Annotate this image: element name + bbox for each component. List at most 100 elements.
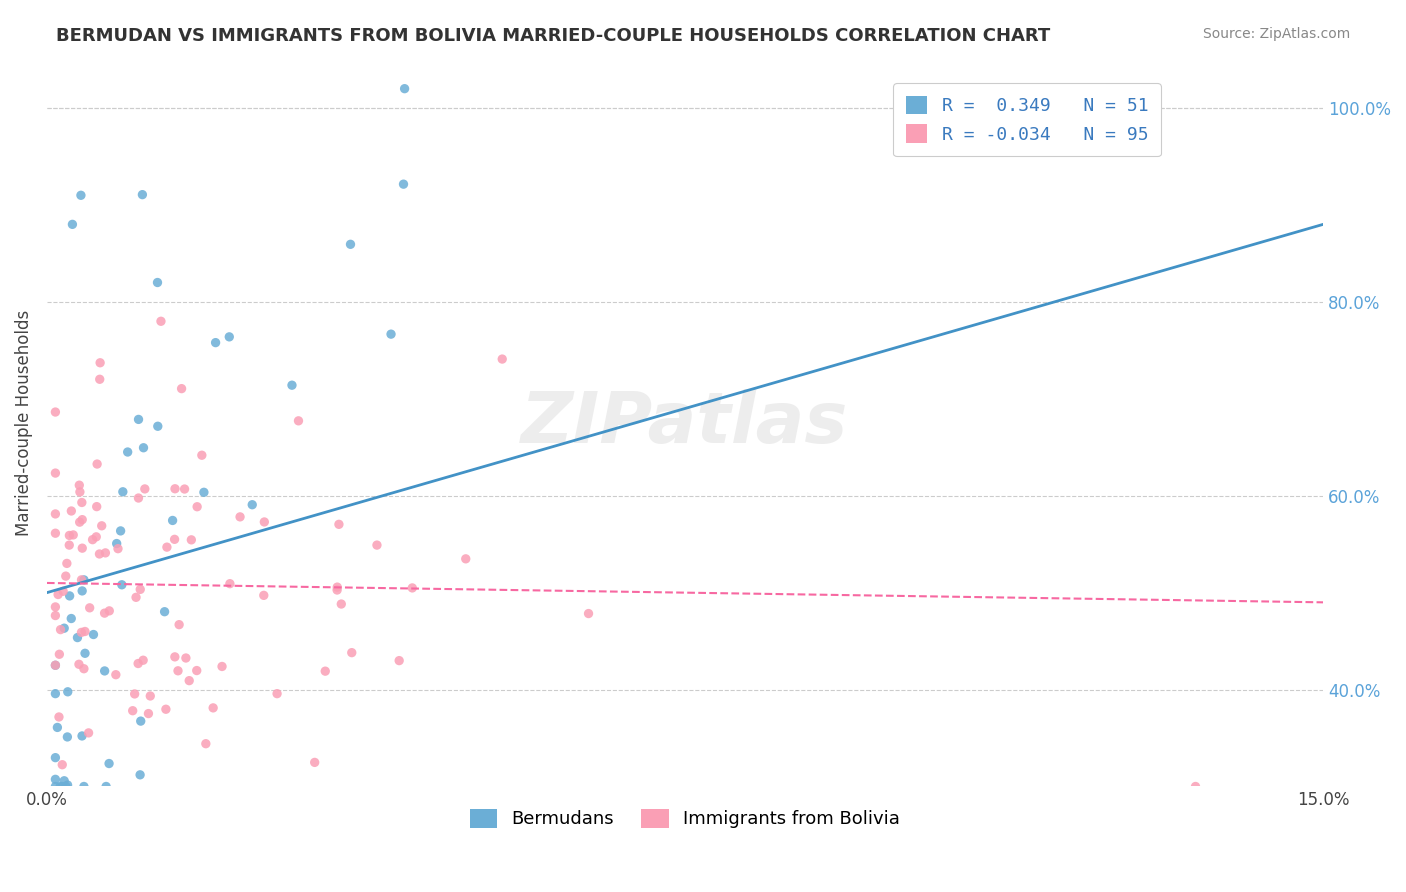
Point xyxy=(326,580,349,594)
Point xyxy=(67,657,90,672)
Point xyxy=(163,533,186,547)
Point xyxy=(86,457,108,471)
Point xyxy=(180,533,202,547)
Point xyxy=(44,526,66,541)
Point xyxy=(98,756,121,771)
Point xyxy=(70,729,93,743)
Point xyxy=(146,419,169,434)
Point xyxy=(127,491,149,505)
Point xyxy=(89,372,111,386)
Point xyxy=(56,557,79,571)
Point xyxy=(84,530,107,544)
Point xyxy=(56,778,79,792)
Point xyxy=(94,780,117,794)
Point xyxy=(129,582,152,597)
Point xyxy=(73,646,96,660)
Point xyxy=(392,177,415,191)
Point xyxy=(44,405,66,419)
Text: Source: ZipAtlas.com: Source: ZipAtlas.com xyxy=(1202,27,1350,41)
Point xyxy=(366,538,388,552)
Point xyxy=(58,528,80,542)
Point xyxy=(139,689,162,703)
Point xyxy=(66,631,89,645)
Point xyxy=(179,673,201,688)
Point xyxy=(77,726,100,740)
Point xyxy=(44,780,66,794)
Point xyxy=(304,756,326,770)
Point xyxy=(266,687,288,701)
Point xyxy=(56,730,79,744)
Point xyxy=(201,786,224,800)
Point xyxy=(49,623,72,637)
Point xyxy=(204,335,226,350)
Point xyxy=(167,617,190,632)
Point xyxy=(73,573,96,587)
Point xyxy=(132,653,155,667)
Point xyxy=(578,607,600,621)
Point xyxy=(167,664,190,678)
Point xyxy=(48,710,70,724)
Point xyxy=(328,517,350,532)
Point xyxy=(156,540,179,554)
Point xyxy=(46,721,69,735)
Point xyxy=(59,589,82,603)
Point xyxy=(90,518,112,533)
Point xyxy=(79,600,101,615)
Point xyxy=(240,498,263,512)
Point xyxy=(70,625,93,640)
Point xyxy=(149,314,172,328)
Point xyxy=(44,687,66,701)
Point xyxy=(60,611,83,625)
Point xyxy=(44,658,66,673)
Point xyxy=(155,702,177,716)
Point xyxy=(194,737,217,751)
Point xyxy=(44,608,66,623)
Point xyxy=(73,662,96,676)
Point xyxy=(121,704,143,718)
Point xyxy=(186,500,208,514)
Point xyxy=(138,706,160,721)
Point xyxy=(253,588,276,602)
Point xyxy=(89,547,111,561)
Point xyxy=(46,587,69,601)
Point xyxy=(58,538,80,552)
Point xyxy=(53,621,76,635)
Point xyxy=(56,685,79,699)
Point xyxy=(73,780,96,794)
Point xyxy=(124,687,146,701)
Point xyxy=(380,327,402,342)
Point xyxy=(82,533,104,547)
Point xyxy=(69,484,91,499)
Point xyxy=(394,81,416,95)
Point xyxy=(330,597,353,611)
Point xyxy=(193,485,215,500)
Legend: Bermudans, Immigrants from Bolivia: Bermudans, Immigrants from Bolivia xyxy=(463,802,907,836)
Point xyxy=(44,507,66,521)
Point xyxy=(111,578,134,592)
Point xyxy=(281,378,304,392)
Point xyxy=(191,448,214,462)
Point xyxy=(186,664,208,678)
Point xyxy=(52,584,75,599)
Point xyxy=(125,591,148,605)
Point xyxy=(70,583,93,598)
Point xyxy=(104,667,127,681)
Text: ZIPatlas: ZIPatlas xyxy=(522,389,849,458)
Point xyxy=(491,352,513,367)
Point xyxy=(55,569,77,583)
Point xyxy=(173,482,195,496)
Text: BERMUDAN VS IMMIGRANTS FROM BOLIVIA MARRIED-COUPLE HOUSEHOLDS CORRELATION CHART: BERMUDAN VS IMMIGRANTS FROM BOLIVIA MARR… xyxy=(56,27,1050,45)
Point xyxy=(44,599,66,614)
Point xyxy=(70,573,93,587)
Point xyxy=(93,606,115,620)
Point xyxy=(51,757,73,772)
Point xyxy=(314,664,336,678)
Point xyxy=(98,604,121,618)
Point xyxy=(62,528,84,542)
Point xyxy=(44,772,66,787)
Point xyxy=(67,478,90,492)
Point xyxy=(48,647,70,661)
Point xyxy=(134,482,156,496)
Point xyxy=(388,654,411,668)
Point xyxy=(70,513,93,527)
